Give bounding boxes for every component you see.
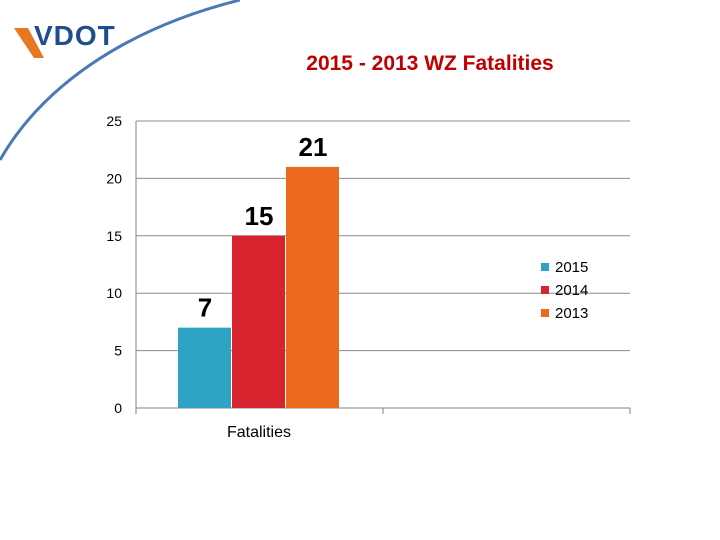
data-label-2013: 21: [299, 132, 328, 162]
legend-swatch-2015: [541, 263, 549, 271]
bar-2014: [232, 235, 285, 408]
y-tick-label: 5: [114, 343, 122, 359]
bar-2013: [286, 166, 339, 408]
chart-title: 2015 - 2013 WZ Fatalities: [306, 52, 554, 75]
category-label: Fatalities: [227, 424, 291, 441]
y-tick-label: 10: [106, 285, 122, 301]
vdot-logo-text: VDOT: [34, 20, 116, 51]
y-tick-label: 20: [106, 170, 122, 186]
y-tick-label: 0: [114, 400, 122, 416]
legend-label-2014: 2014: [555, 282, 588, 299]
y-tick-label: 25: [106, 113, 122, 129]
data-label-2014: 15: [245, 201, 274, 231]
bar-2015: [178, 327, 231, 408]
vdot-logo: [0, 0, 240, 161]
legend-label-2015: 2015: [555, 259, 588, 276]
legend-swatch-2014: [541, 286, 549, 294]
legend-swatch-2013: [541, 309, 549, 317]
legend-label-2013: 2013: [555, 305, 588, 322]
data-label-2015: 7: [198, 293, 212, 323]
y-tick-label: 15: [106, 228, 122, 244]
